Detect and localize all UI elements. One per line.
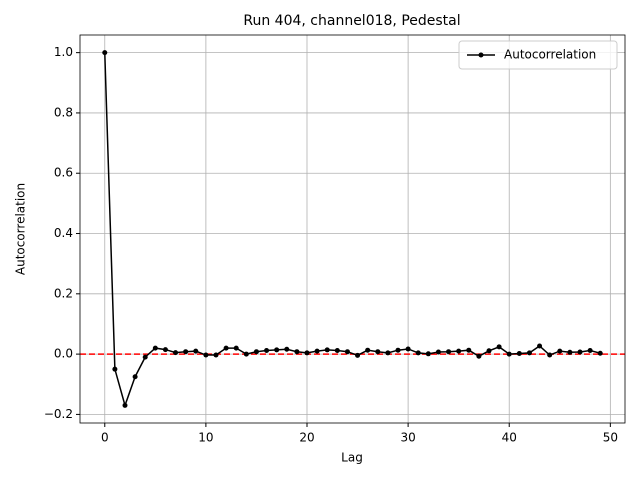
data-point [243, 351, 249, 357]
data-point [253, 349, 259, 355]
data-point [183, 349, 189, 355]
data-point [435, 349, 441, 355]
data-point [324, 347, 330, 353]
y-tick-label: 0.6 [54, 166, 73, 180]
data-point [395, 347, 401, 353]
x-tick-label: 20 [299, 431, 314, 445]
data-point [142, 354, 148, 360]
data-point [415, 350, 421, 356]
x-tick-label: 30 [400, 431, 415, 445]
data-point [274, 347, 280, 353]
data-point [476, 353, 482, 359]
data-point [193, 348, 199, 354]
legend-marker [478, 52, 484, 58]
x-tick-label: 50 [603, 431, 618, 445]
data-point [162, 347, 168, 353]
data-point [496, 344, 502, 350]
data-point [344, 349, 350, 355]
data-point [597, 350, 603, 356]
data-point [233, 345, 239, 351]
data-point [314, 348, 320, 354]
data-point [173, 350, 179, 356]
data-point [355, 352, 361, 358]
x-tick-label: 10 [198, 431, 213, 445]
x-tick-label: 40 [502, 431, 517, 445]
data-point [446, 349, 452, 355]
data-point [466, 347, 472, 353]
data-point [567, 349, 573, 355]
data-point [102, 50, 108, 56]
data-point [405, 346, 411, 352]
legend-label: Autocorrelation [504, 48, 596, 62]
data-point [537, 343, 543, 349]
y-axis-label: Autocorrelation [14, 183, 28, 275]
data-point [365, 347, 371, 353]
y-tick-label: 0.2 [54, 286, 73, 300]
data-point [304, 350, 310, 356]
data-point [132, 374, 138, 380]
data-point [516, 351, 522, 357]
plot-frame [79, 34, 626, 424]
data-point [284, 346, 290, 352]
data-point [557, 348, 563, 354]
y-tick-label: 0.0 [54, 347, 73, 361]
data-point [334, 347, 340, 353]
y-tick-label: 1.0 [54, 45, 73, 59]
data-point [506, 351, 512, 357]
data-point [385, 350, 391, 356]
y-tick-label: −0.2 [44, 407, 73, 421]
data-point [577, 349, 583, 355]
y-tick-label: 0.4 [54, 226, 73, 240]
data-point [264, 347, 270, 353]
data-point [294, 349, 300, 355]
data-point [456, 348, 462, 354]
data-point [526, 350, 532, 356]
data-point [375, 349, 381, 355]
data-point [112, 366, 118, 372]
data-point [587, 347, 593, 353]
x-axis-label: Lag [341, 451, 363, 465]
y-tick-label: 0.8 [54, 105, 73, 119]
data-point [213, 352, 219, 358]
x-tick-label: 0 [101, 431, 109, 445]
data-point [486, 348, 492, 354]
data-point [223, 345, 229, 351]
data-point [203, 352, 209, 358]
legend-box [458, 40, 618, 70]
data-point [122, 402, 128, 408]
data-point [152, 345, 158, 351]
data-point [425, 351, 431, 357]
data-point [547, 352, 553, 358]
chart-title: Run 404, channel018, Pedestal [243, 13, 460, 29]
